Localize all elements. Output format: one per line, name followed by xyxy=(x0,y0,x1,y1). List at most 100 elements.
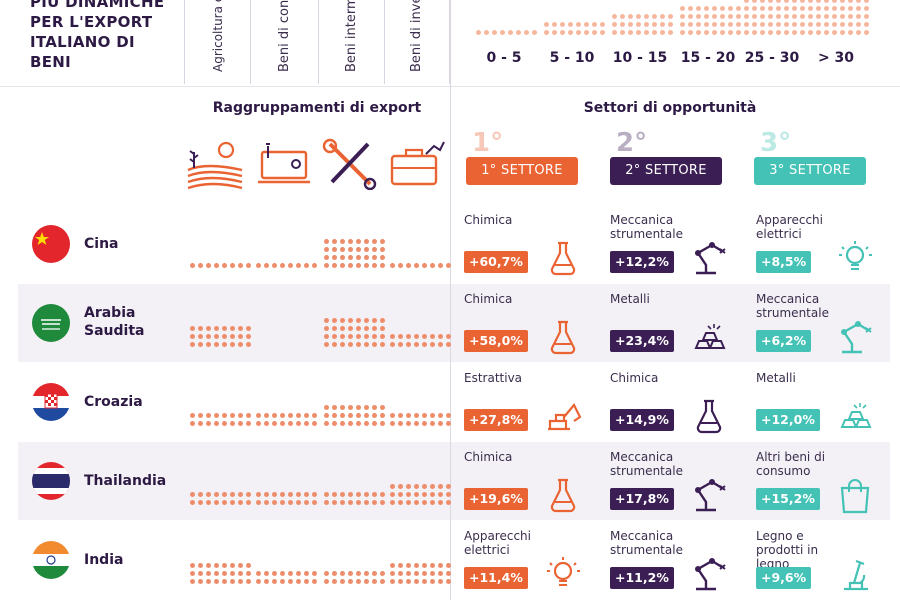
dot xyxy=(784,14,789,19)
sector-name: Estrattiva xyxy=(464,371,523,385)
dot xyxy=(652,14,657,19)
dot xyxy=(332,239,337,244)
dot xyxy=(552,22,557,27)
dot xyxy=(414,413,419,418)
dot xyxy=(364,421,369,426)
badge-number: 1° xyxy=(472,128,504,158)
export-dots xyxy=(190,326,251,347)
dot xyxy=(372,255,377,260)
dot xyxy=(348,334,353,339)
dot xyxy=(832,6,837,11)
dot xyxy=(390,342,395,347)
dot xyxy=(856,30,861,35)
dot xyxy=(372,334,377,339)
dot xyxy=(800,6,805,11)
excavator-icon xyxy=(548,403,582,431)
dot xyxy=(446,579,451,584)
dot xyxy=(332,318,337,323)
dot xyxy=(230,492,235,497)
legend-item: 15 - 20 xyxy=(676,0,741,84)
dot xyxy=(808,6,813,11)
dot xyxy=(288,421,293,426)
dot xyxy=(752,30,757,35)
dot xyxy=(620,22,625,27)
dot xyxy=(372,421,377,426)
dot xyxy=(752,6,757,11)
dot xyxy=(222,326,227,331)
dot xyxy=(206,563,211,568)
dot xyxy=(340,405,345,410)
dot xyxy=(198,334,203,339)
dot xyxy=(612,22,617,27)
dot xyxy=(864,22,869,27)
dot xyxy=(398,571,403,576)
dot xyxy=(348,318,353,323)
dot xyxy=(414,500,419,505)
dot xyxy=(324,342,329,347)
dot xyxy=(288,571,293,576)
dot xyxy=(214,500,219,505)
sector-name: Meccanica strumentale xyxy=(610,529,683,557)
dot xyxy=(372,492,377,497)
dot xyxy=(214,326,219,331)
dot xyxy=(324,255,329,260)
dot xyxy=(438,413,443,418)
saudi-flag-icon xyxy=(32,304,70,342)
dot xyxy=(238,413,243,418)
dot xyxy=(832,14,837,19)
dot xyxy=(390,492,395,497)
dot xyxy=(364,579,369,584)
dot xyxy=(356,334,361,339)
dot xyxy=(500,30,505,35)
dot xyxy=(848,22,853,27)
dot xyxy=(340,571,345,576)
dot xyxy=(398,334,403,339)
dot xyxy=(198,413,203,418)
dot xyxy=(840,0,845,3)
dot xyxy=(438,421,443,426)
dot xyxy=(808,0,813,3)
dot xyxy=(324,413,329,418)
column-intermediate: Beni intermedi xyxy=(318,0,384,84)
dot xyxy=(364,326,369,331)
dot xyxy=(324,326,329,331)
dot xyxy=(744,22,749,27)
tools-icon xyxy=(322,138,377,190)
dot xyxy=(214,492,219,497)
dot xyxy=(198,342,203,347)
dot xyxy=(824,30,829,35)
dot xyxy=(760,14,765,19)
dot xyxy=(430,263,435,268)
legend-item: 0 - 5 xyxy=(472,0,537,84)
dot xyxy=(198,571,203,576)
dot xyxy=(348,255,353,260)
dot xyxy=(660,30,665,35)
sector-name: Apparecchi elettrici xyxy=(756,213,823,241)
dot xyxy=(720,22,725,27)
export-dots xyxy=(390,563,451,584)
dot xyxy=(230,326,235,331)
dot xyxy=(372,239,377,244)
growth-value: +17,8% xyxy=(610,488,674,510)
dot xyxy=(848,30,853,35)
sector-badge: 2° SETTORE xyxy=(610,157,722,185)
dot xyxy=(414,263,419,268)
dot xyxy=(230,563,235,568)
export-dots xyxy=(256,492,317,505)
sector-name: Meccanica strumentale xyxy=(610,213,683,241)
growth-value: +15,2% xyxy=(756,488,820,510)
dot xyxy=(736,30,741,35)
sector-name: Legno e prodotti in legno xyxy=(756,529,819,571)
robot-arm-icon xyxy=(695,558,726,591)
dot xyxy=(364,413,369,418)
dot xyxy=(380,318,385,323)
dot xyxy=(560,30,565,35)
legend-item: 5 - 10 xyxy=(540,0,605,84)
export-dots xyxy=(324,405,385,426)
dot xyxy=(800,22,805,27)
sector-name: Metalli xyxy=(756,371,796,385)
dot xyxy=(222,563,227,568)
dot xyxy=(380,571,385,576)
growth-value: +12,0% xyxy=(756,409,820,431)
dot xyxy=(340,318,345,323)
